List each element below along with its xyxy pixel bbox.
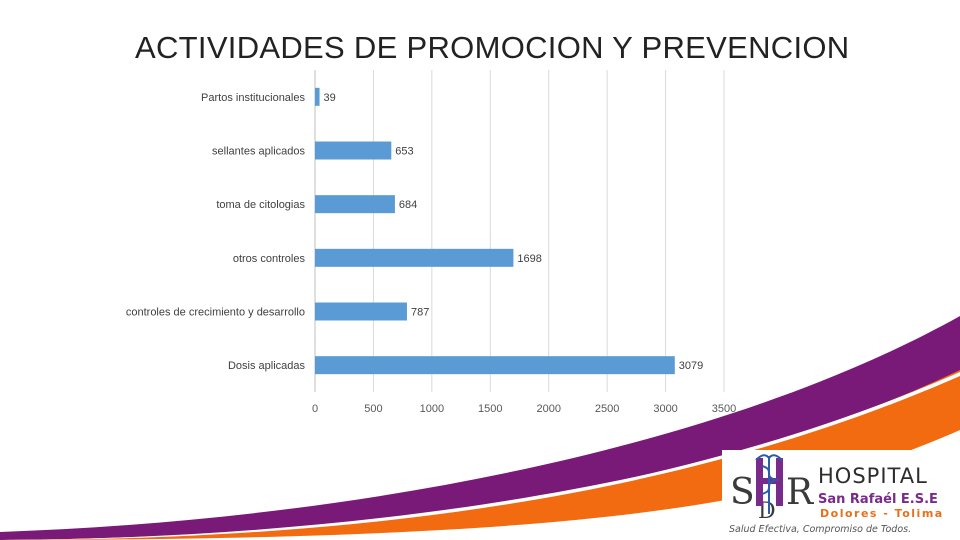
tick-labels: 0 500 1000 1500 2000 2500 3000 3500 [312,403,736,415]
logo-name-text: San Rafaél E.S.E [818,492,938,507]
data-label: 653 [395,146,413,158]
x-tick-label: 2000 [536,403,560,415]
bar [315,356,675,375]
svg-text:S: S [730,472,755,513]
bar [315,87,320,106]
data-label: 3079 [679,360,703,372]
purple-band [0,316,960,540]
x-tick-label: 1000 [420,403,444,415]
bar [315,248,514,267]
orange-band [0,370,960,540]
logo-monogram-icon: S D R [730,454,814,524]
category-labels: Partos institucionales sellantes aplicado… [126,92,306,372]
data-label: 684 [399,199,417,211]
category-label: otros controles [233,253,306,265]
gridlines [314,70,725,392]
x-tick-label: 1500 [478,403,502,415]
bar [315,195,395,214]
bars [315,87,675,375]
x-tick-label: 0 [312,403,318,415]
x-tick-label: 3000 [653,403,677,415]
value-labels: 39 653 684 1698 787 3079 [324,92,704,372]
category-label: Dosis aplicadas [228,360,306,372]
logo-slogan-text: Salud Efectiva, Compromiso de Todos. [729,524,912,535]
data-label: 787 [411,307,429,319]
category-label: Partos institucionales [201,92,305,104]
data-label: 39 [324,92,336,104]
logo-place-text: Dolores - Tolima [820,507,944,520]
bar [315,302,407,321]
bar [315,141,392,160]
white-gap [0,372,960,540]
x-tick-label: 500 [364,403,382,415]
data-label: 1698 [517,253,541,265]
x-tick-label: 2500 [595,403,619,415]
logo-hospital-text: HOSPITAL [818,464,928,488]
hospital-logo: S D R HOSPITAL San Rafaél E.S.E Dolores … [726,452,956,538]
category-label: toma de citologias [216,199,305,211]
svg-text:R: R [786,472,814,513]
x-tick-label: 3500 [712,403,736,415]
slide-title: ACTIVIDADES DE PROMOCION Y PREVENCION [135,30,850,65]
category-label: controles de crecimiento y desarrollo [126,307,305,319]
category-label: sellantes aplicados [212,146,305,158]
